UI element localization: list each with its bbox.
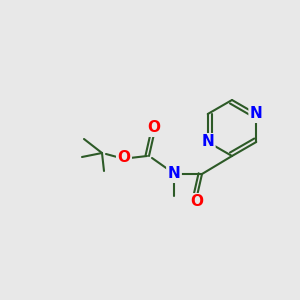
Text: N: N [250,106,262,122]
Text: O: O [148,121,160,136]
Text: N: N [201,134,214,149]
Text: O: O [190,194,203,209]
Text: N: N [168,167,180,182]
Text: O: O [118,151,130,166]
